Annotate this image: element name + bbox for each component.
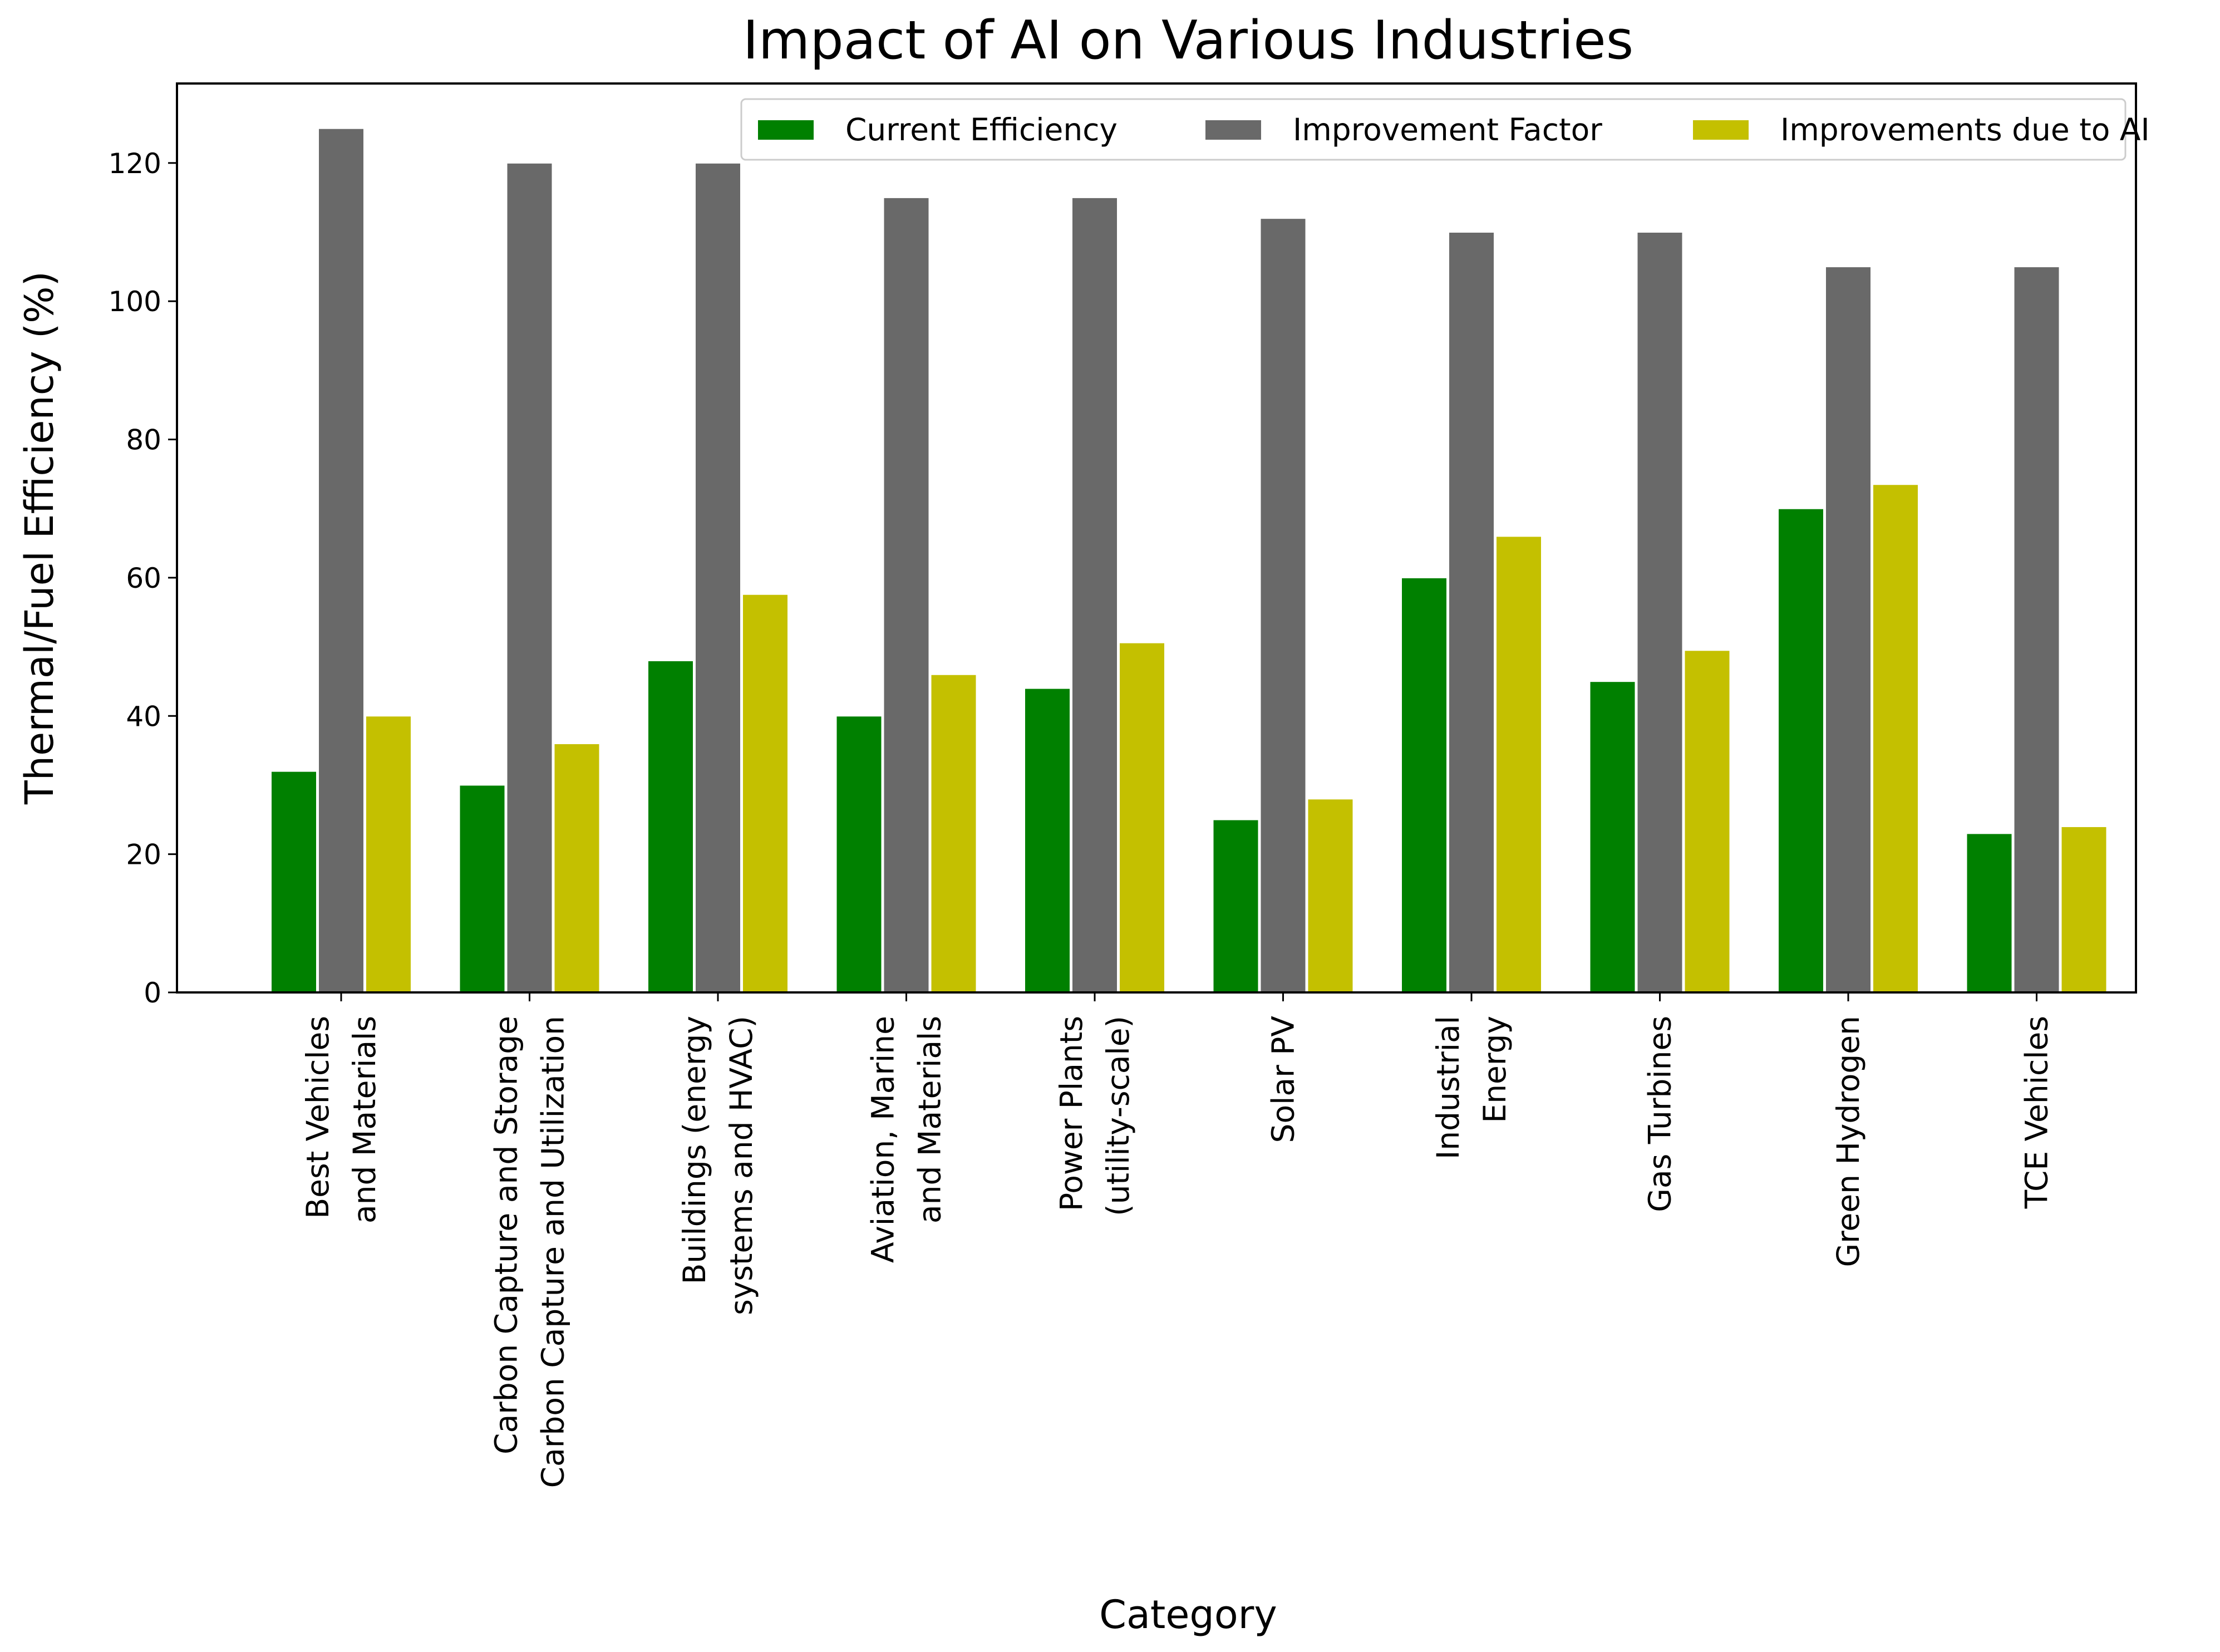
bar-improvements-due-to-ai-8 xyxy=(1872,484,1919,993)
bar-improvements-due-to-ai-5 xyxy=(1307,798,1354,993)
legend-box xyxy=(740,98,2127,161)
bar-improvements-due-to-ai-3 xyxy=(930,673,977,994)
y-tick-label: 60 xyxy=(126,562,161,594)
x-axis-title: Category xyxy=(1099,1592,1277,1638)
bar-improvement-factor-9 xyxy=(2013,266,2060,994)
x-tick-label: Green Hydrogen xyxy=(1830,1016,1866,1267)
plot-area-frame xyxy=(176,82,2137,994)
y-tick-label: 120 xyxy=(109,148,161,180)
bar-current-efficiency-6 xyxy=(1401,577,1448,993)
x-tick-label: Solar PV xyxy=(1266,1016,1301,1143)
bar-improvement-factor-0 xyxy=(318,127,365,993)
bar-current-efficiency-7 xyxy=(1589,681,1636,993)
bar-current-efficiency-3 xyxy=(835,715,883,994)
legend-swatch-current-efficiency xyxy=(758,120,814,140)
x-tick-label: Buildings (energy xyxy=(677,1016,712,1284)
bar-improvement-factor-7 xyxy=(1636,231,1684,993)
bar-current-efficiency-9 xyxy=(1966,833,2013,994)
x-tick-label: Aviation, Marine xyxy=(865,1016,901,1263)
y-tick-label: 100 xyxy=(109,286,161,318)
x-tick-label: Carbon Capture and Storage xyxy=(489,1016,524,1454)
bar-improvement-factor-2 xyxy=(695,162,741,993)
bar-improvements-due-to-ai-1 xyxy=(553,743,600,994)
bar-improvements-due-to-ai-4 xyxy=(1119,642,1165,993)
bar-improvements-due-to-ai-9 xyxy=(2060,825,2108,994)
y-tick-label: 80 xyxy=(126,424,161,456)
x-tick-label: and Materials xyxy=(912,1016,948,1223)
bar-improvement-factor-3 xyxy=(883,196,930,994)
bars-layer xyxy=(270,127,2108,994)
x-tick-label: Power Plants xyxy=(1054,1016,1089,1211)
legend-label-current-efficiency: Current Efficiency xyxy=(845,112,1118,148)
bar-current-efficiency-4 xyxy=(1024,687,1071,993)
bar-current-efficiency-0 xyxy=(270,770,317,993)
bar-current-efficiency-8 xyxy=(1778,508,1824,993)
bar-current-efficiency-1 xyxy=(459,784,506,994)
y-tick-label: 40 xyxy=(126,700,161,732)
x-axis: Best Vehicles and Materials Carbon Capture… xyxy=(300,992,2055,1488)
bar-improvements-due-to-ai-7 xyxy=(1684,650,1731,994)
bar-improvement-factor-4 xyxy=(1071,196,1118,994)
x-tick-label: Gas Turbines xyxy=(1642,1016,1678,1212)
y-axis: 0 20 40 60 80 100 120 xyxy=(109,148,177,1009)
bar-improvements-due-to-ai-6 xyxy=(1495,535,1542,993)
x-tick-label: and Materials xyxy=(347,1016,382,1223)
legend-label-improvements-due-to-ai: Improvements due to AI xyxy=(1780,112,2150,148)
x-tick-label: systems and HVAC) xyxy=(723,1016,759,1315)
x-tick-label: (utility-scale) xyxy=(1100,1016,1136,1216)
y-axis-title: Thermal/Fuel Efficiency (%) xyxy=(17,271,62,805)
legend-swatch-improvements-due-to-ai xyxy=(1693,120,1749,140)
x-tick-label: TCE Vehicles xyxy=(2019,1016,2055,1209)
bar-current-efficiency-5 xyxy=(1212,819,1259,993)
legend-swatch-improvement-factor xyxy=(1205,120,1261,140)
y-tick-label: 20 xyxy=(126,839,161,871)
x-tick-label: Carbon Capture and Utilization xyxy=(535,1016,571,1488)
x-tick-label: Energy xyxy=(1477,1016,1513,1123)
y-tick-label: 0 xyxy=(144,977,161,1009)
bar-improvements-due-to-ai-0 xyxy=(365,715,412,994)
x-tick-label: Best Vehicles xyxy=(300,1016,336,1219)
bar-improvement-factor-5 xyxy=(1259,218,1307,993)
bar-improvement-factor-6 xyxy=(1448,231,1495,993)
legend: Current Efficiency Improvement Factor Impr… xyxy=(740,98,2150,161)
bar-improvements-due-to-ai-2 xyxy=(742,593,789,993)
x-tick-label: Industrial xyxy=(1430,1016,1466,1159)
bar-improvement-factor-1 xyxy=(506,162,553,993)
bar-improvement-factor-8 xyxy=(1825,266,1872,994)
chart-title: Impact of AI on Various Industries xyxy=(743,10,1633,71)
legend-label-improvement-factor: Improvement Factor xyxy=(1293,112,1602,148)
bar-current-efficiency-2 xyxy=(647,660,694,993)
